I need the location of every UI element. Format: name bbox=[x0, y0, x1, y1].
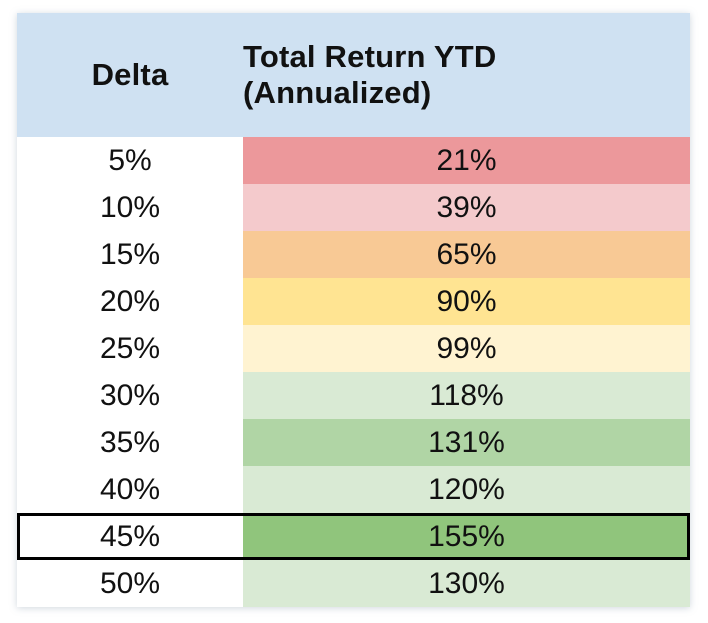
table-row[interactable]: 5% 21% bbox=[17, 137, 690, 184]
table-row[interactable]: 20% 90% bbox=[17, 278, 690, 325]
returns-table: Delta Total Return YTD (Annualized) 5% 2… bbox=[17, 13, 690, 607]
return-cell: 99% bbox=[243, 325, 690, 372]
table-row[interactable]: 35% 131% bbox=[17, 419, 690, 466]
column-header-delta: Delta bbox=[91, 57, 169, 92]
table-row[interactable]: 30% 118% bbox=[17, 372, 690, 419]
return-cell: 155% bbox=[243, 513, 690, 560]
delta-cell: 15% bbox=[17, 231, 243, 278]
return-cell: 90% bbox=[243, 278, 690, 325]
table-row-selected[interactable]: 45% 155% bbox=[17, 513, 690, 560]
return-cell: 118% bbox=[243, 372, 690, 419]
return-cell: 130% bbox=[243, 560, 690, 607]
return-cell: 120% bbox=[243, 466, 690, 513]
delta-cell: 45% bbox=[17, 513, 243, 560]
delta-cell: 5% bbox=[17, 137, 243, 184]
delta-cell: 30% bbox=[17, 372, 243, 419]
return-cell: 65% bbox=[243, 231, 690, 278]
delta-cell: 40% bbox=[17, 466, 243, 513]
table-header-row: Delta Total Return YTD (Annualized) bbox=[17, 13, 690, 137]
delta-cell: 10% bbox=[17, 184, 243, 231]
column-header-total-return: Total Return YTD (Annualized) bbox=[243, 39, 497, 110]
delta-cell: 35% bbox=[17, 419, 243, 466]
table-row[interactable]: 40% 120% bbox=[17, 466, 690, 513]
return-cell: 21% bbox=[243, 137, 690, 184]
delta-cell: 50% bbox=[17, 560, 243, 607]
table-row[interactable]: 25% 99% bbox=[17, 325, 690, 372]
delta-cell: 20% bbox=[17, 278, 243, 325]
table-row[interactable]: 50% 130% bbox=[17, 560, 690, 607]
table-row[interactable]: 15% 65% bbox=[17, 231, 690, 278]
table-row[interactable]: 10% 39% bbox=[17, 184, 690, 231]
return-cell: 39% bbox=[243, 184, 690, 231]
delta-cell: 25% bbox=[17, 325, 243, 372]
return-cell: 131% bbox=[243, 419, 690, 466]
